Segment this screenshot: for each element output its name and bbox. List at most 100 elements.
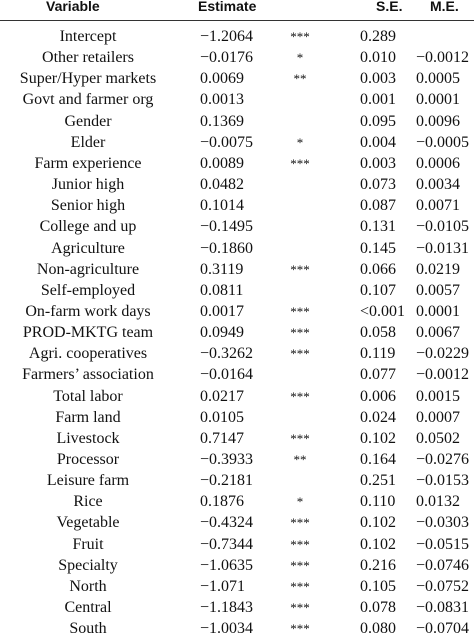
cell-variable: Rice bbox=[73, 493, 103, 511]
cell-me: −0.0131 bbox=[416, 239, 470, 257]
cell-me: 0.0005 bbox=[416, 70, 460, 88]
cell-se: 0.102 bbox=[360, 429, 396, 447]
cell-sig: * bbox=[296, 494, 304, 510]
cell-estimate: 0.0013 bbox=[200, 91, 244, 109]
cell-se: 0.110 bbox=[360, 493, 396, 511]
cell-variable: Specialty bbox=[58, 556, 118, 574]
cell-se: 0.073 bbox=[360, 176, 396, 194]
cell-me: −0.0276 bbox=[416, 451, 470, 468]
cell-me: 0.0057 bbox=[416, 281, 460, 299]
cell-se: 0.105 bbox=[360, 577, 396, 595]
cell-me: −0.0746 bbox=[416, 556, 470, 574]
cell-estimate: −0.3262 bbox=[200, 345, 254, 363]
cell-variable: Agri. cooperatives bbox=[28, 345, 148, 363]
cell-variable: Senior high bbox=[50, 197, 126, 215]
cell-estimate: −0.2181 bbox=[200, 472, 254, 490]
cell-se: 0.251 bbox=[360, 472, 396, 490]
cell-se: 0.004 bbox=[360, 133, 396, 151]
cell-variable: Junior high bbox=[51, 176, 125, 194]
cell-me: 0.0006 bbox=[416, 154, 460, 172]
cell-se: 0.102 bbox=[360, 514, 396, 532]
cell-sig: *** bbox=[290, 536, 310, 552]
cell-estimate: 0.0949 bbox=[200, 324, 244, 342]
header-estimate: Estimate bbox=[198, 0, 257, 14]
cell-me: −0.0831 bbox=[416, 599, 470, 617]
cell-estimate: −0.0164 bbox=[200, 366, 254, 384]
cell-se: 0.289 bbox=[360, 28, 396, 45]
cell-variable: Elder bbox=[70, 133, 106, 151]
cell-sig: *** bbox=[290, 261, 310, 277]
cell-estimate: −0.0176 bbox=[200, 49, 254, 67]
cell-estimate: 0.0017 bbox=[200, 302, 244, 320]
cell-sig: *** bbox=[290, 621, 310, 637]
cell-se: 0.095 bbox=[360, 112, 396, 130]
cell-se: 0.001 bbox=[360, 91, 396, 109]
cell-variable: Farmers’ association bbox=[22, 366, 154, 384]
cell-me: −0.0229 bbox=[416, 345, 470, 363]
cell-sig: *** bbox=[290, 515, 310, 531]
cell-sig: *** bbox=[290, 29, 310, 44]
cell-me: 0.0502 bbox=[416, 429, 460, 447]
cell-se: 0.107 bbox=[360, 281, 396, 299]
cell-me: 0.0007 bbox=[416, 408, 460, 426]
cell-variable: On-farm work days bbox=[25, 302, 151, 320]
cell-sig: *** bbox=[290, 303, 310, 319]
cell-estimate: −0.1860 bbox=[200, 239, 254, 257]
cell-se: <0.001 bbox=[360, 302, 406, 320]
cell-me: 0.0034 bbox=[416, 176, 460, 194]
cell-variable: PROD-MKTG team bbox=[22, 324, 154, 342]
cell-estimate: 0.1369 bbox=[200, 112, 244, 130]
cell-estimate: 0.0217 bbox=[200, 387, 244, 405]
cell-se: 0.003 bbox=[360, 70, 396, 88]
cell-variable: Super/Hyper markets bbox=[19, 70, 157, 88]
cell-estimate: 0.0069 bbox=[200, 70, 244, 88]
cell-me: −0.0153 bbox=[416, 472, 470, 490]
cell-me: 0.0132 bbox=[416, 493, 460, 511]
cell-variable: Intercept bbox=[59, 28, 117, 45]
cell-variable: Other retailers bbox=[42, 49, 134, 67]
cell-se: 0.077 bbox=[360, 366, 396, 384]
cell-se: 0.080 bbox=[360, 620, 396, 638]
cell-se: 0.066 bbox=[360, 260, 396, 278]
cell-variable: Gender bbox=[64, 112, 112, 130]
cell-variable: North bbox=[69, 577, 107, 595]
cell-sig: ** bbox=[293, 452, 307, 467]
cell-estimate: −1.0034 bbox=[200, 620, 254, 638]
cell-me: −0.0005 bbox=[416, 133, 470, 151]
cell-me: −0.0704 bbox=[416, 620, 470, 638]
cell-me: 0.0096 bbox=[416, 112, 460, 130]
cell-se: 0.216 bbox=[360, 556, 396, 574]
cell-estimate: −1.2064 bbox=[200, 28, 254, 45]
cell-estimate: 0.0811 bbox=[200, 281, 244, 299]
cell-variable: Self-employed bbox=[40, 281, 136, 299]
cell-variable: Farm land bbox=[55, 408, 121, 426]
cell-me: −0.0012 bbox=[416, 366, 470, 384]
cell-variable: Non-agriculture bbox=[36, 260, 140, 278]
cell-sig: *** bbox=[290, 388, 310, 404]
cell-se: 0.006 bbox=[360, 387, 396, 405]
cell-variable: Livestock bbox=[56, 429, 120, 447]
cell-estimate: −0.0075 bbox=[200, 133, 254, 151]
cell-me: −0.0752 bbox=[416, 577, 470, 595]
cell-sig: ** bbox=[293, 71, 307, 87]
cell-variable: Agriculture bbox=[51, 239, 125, 257]
cell-variable: Leisure farm bbox=[46, 472, 130, 490]
header-me: M.E. bbox=[430, 0, 459, 14]
cell-estimate: −0.3933 bbox=[200, 451, 254, 468]
header-se: S.E. bbox=[376, 0, 403, 14]
cell-estimate: −1.071 bbox=[200, 577, 246, 595]
cell-estimate: 0.0089 bbox=[200, 154, 244, 172]
cell-sig: *** bbox=[290, 430, 310, 446]
cell-estimate: −0.1495 bbox=[200, 218, 254, 236]
cell-variable: Fruit bbox=[72, 535, 104, 553]
cell-estimate: −0.7344 bbox=[200, 535, 254, 553]
cell-se: 0.102 bbox=[360, 535, 396, 553]
cell-se: 0.024 bbox=[360, 408, 396, 426]
cell-variable: Govt and farmer org bbox=[22, 91, 154, 109]
header-rule bbox=[0, 20, 474, 21]
cell-me: 0.0001 bbox=[416, 91, 460, 109]
cell-se: 0.078 bbox=[360, 599, 396, 617]
cell-variable: Vegetable bbox=[56, 514, 120, 532]
cell-sig: *** bbox=[290, 557, 310, 573]
cell-estimate: −1.1843 bbox=[200, 599, 254, 617]
